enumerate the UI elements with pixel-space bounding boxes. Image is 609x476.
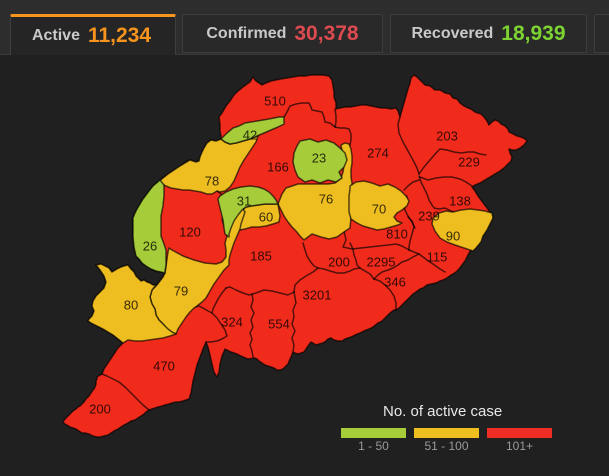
svg-text:810: 810 [386, 227, 408, 242]
svg-text:2295: 2295 [367, 255, 396, 270]
svg-text:115: 115 [427, 250, 448, 265]
svg-text:70: 70 [372, 202, 386, 217]
svg-text:78: 78 [205, 174, 219, 189]
svg-text:324: 324 [221, 315, 243, 330]
svg-text:470: 470 [153, 359, 175, 374]
svg-text:138: 138 [449, 194, 471, 209]
svg-text:80: 80 [124, 298, 138, 313]
svg-text:79: 79 [174, 284, 188, 299]
svg-text:60: 60 [259, 210, 273, 225]
svg-text:90: 90 [446, 229, 460, 244]
svg-text:26: 26 [143, 239, 157, 254]
svg-text:3201: 3201 [303, 288, 332, 303]
svg-text:23: 23 [312, 151, 326, 166]
svg-text:274: 274 [367, 146, 389, 161]
svg-text:510: 510 [264, 94, 286, 109]
svg-text:185: 185 [250, 249, 272, 264]
svg-text:200: 200 [328, 255, 350, 270]
svg-text:229: 229 [458, 155, 480, 170]
svg-text:554: 554 [268, 317, 290, 332]
svg-text:76: 76 [319, 192, 333, 207]
svg-text:120: 120 [179, 225, 201, 240]
svg-text:346: 346 [384, 275, 406, 290]
svg-text:31: 31 [237, 194, 251, 209]
svg-text:166: 166 [267, 160, 289, 175]
svg-text:203: 203 [436, 129, 458, 144]
svg-text:239: 239 [418, 209, 440, 224]
svg-text:42: 42 [243, 128, 257, 143]
svg-text:200: 200 [89, 402, 111, 417]
